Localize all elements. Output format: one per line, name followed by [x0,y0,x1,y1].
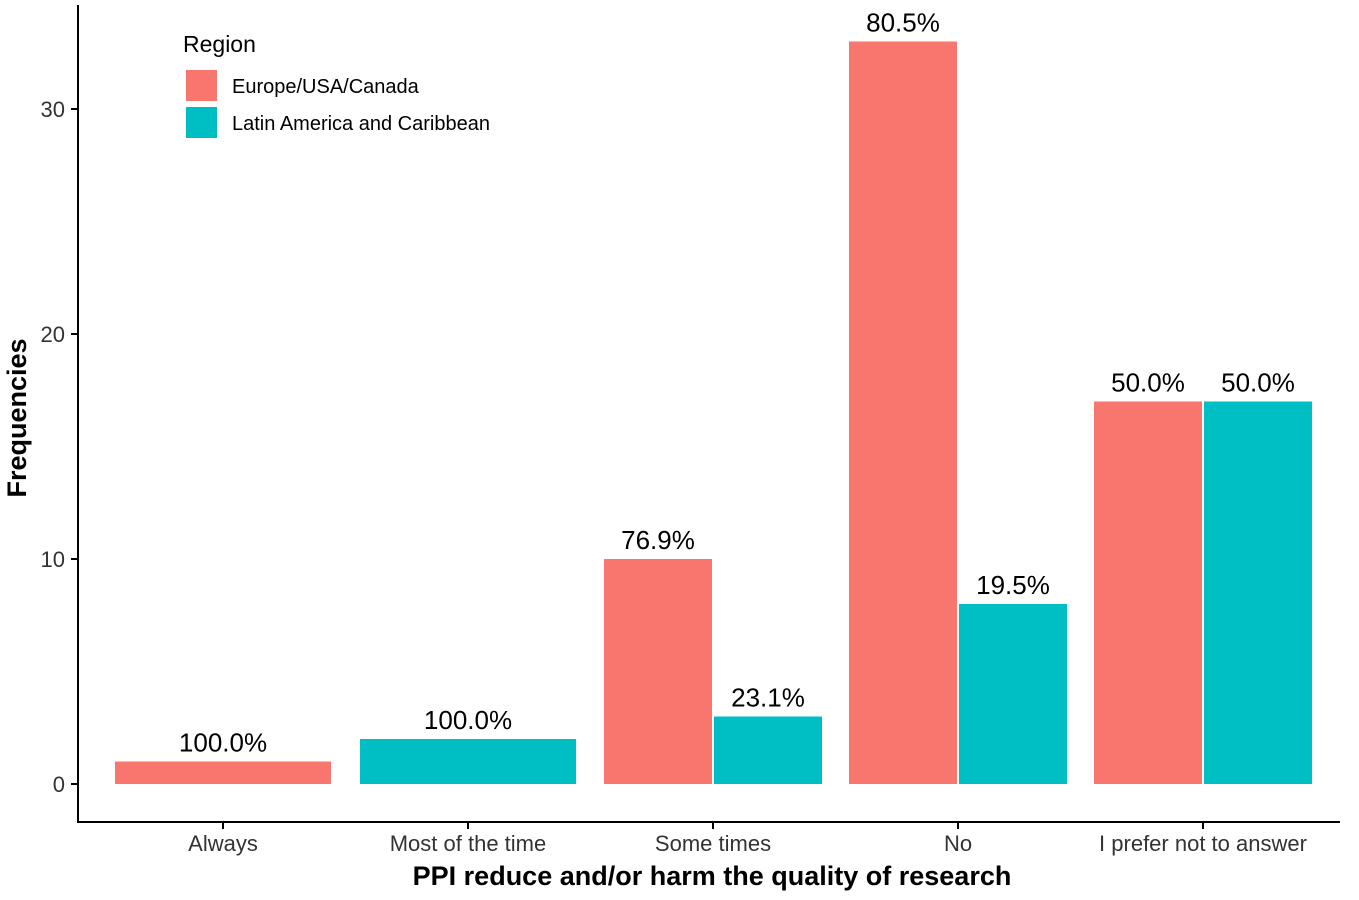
bar-no-series-1 [959,604,1067,784]
bar-label-most-of-the-time-series-1: 100.0% [424,705,512,735]
bars-layer [115,41,1312,784]
y-tick-label-0: 0 [53,772,65,797]
bar-labels-layer: 100.0% 100.0% 76.9% 23.1% 80.5% 19.5% 50.0% 50.… [179,8,1295,758]
y-axis-title: Frequencies [2,338,32,497]
bar-i-prefer-not-to-answer-series-0 [1094,401,1202,784]
bar-some-times-series-1 [714,716,822,784]
bar-label-i-prefer-not-to-answer-series-1: 50.0% [1221,368,1295,398]
x-tick-label-i-prefer-not-to-answer: I prefer not to answer [1099,831,1307,856]
bar-no-series-0 [849,41,957,784]
bar-always-series-0 [115,761,331,784]
legend: Region Europe/USA/Canada Latin America a… [183,31,490,138]
bar-i-prefer-not-to-answer-series-1 [1204,401,1312,784]
x-tick-label-some-times: Some times [655,831,771,856]
bar-label-always-series-0: 100.0% [179,728,267,758]
legend-label-europe: Europe/USA/Canada [232,76,420,98]
bar-label-no-series-0: 80.5% [866,8,940,38]
legend-swatch-latin-america [186,107,217,138]
bar-label-i-prefer-not-to-answer-series-0: 50.0% [1111,368,1185,398]
y-tick-label-20: 20 [41,322,65,347]
x-tick-label-always: Always [188,831,258,856]
bar-label-some-times-series-0: 76.9% [621,525,695,555]
legend-swatch-europe [186,70,217,101]
x-tick-label-no: No [944,831,972,856]
x-ticks-layer: Always Most of the time Some times No I pref… [188,822,1307,856]
x-tick-label-most-of-the-time: Most of the time [390,831,547,856]
bar-most-of-the-time-series-1 [360,739,576,784]
bar-some-times-series-0 [604,559,712,784]
bar-label-no-series-1: 19.5% [976,570,1050,600]
x-axis-title: PPI reduce and/or harm the quality of re… [413,861,1012,891]
y-tick-label-10: 10 [41,547,65,572]
bar-label-some-times-series-1: 23.1% [731,683,805,713]
legend-title: Region [183,31,256,57]
y-ticks-layer: 0 10 20 30 [41,97,78,797]
y-tick-label-30: 30 [41,97,65,122]
legend-label-latin-america: Latin America and Caribbean [232,113,490,135]
